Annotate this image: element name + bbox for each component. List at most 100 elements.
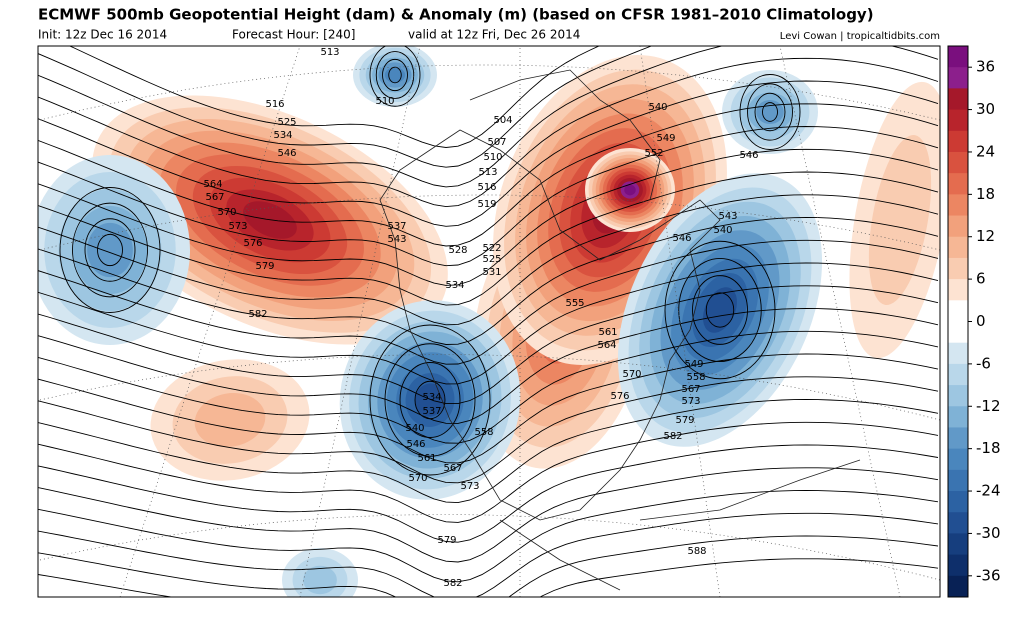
anomaly-blob — [868, 135, 932, 305]
contour-label: 561 — [417, 453, 436, 464]
contour-label: 558 — [474, 427, 493, 438]
height-contour — [754, 92, 786, 132]
colorbar-label: 18 — [976, 185, 995, 203]
contour-label: 513 — [320, 47, 339, 58]
height-contour — [38, 353, 939, 464]
colorbar-swatch — [948, 215, 968, 238]
contour-label: 543 — [387, 234, 406, 245]
contour-label: 534 — [445, 280, 464, 291]
height-contour — [38, 46, 939, 188]
height-contour — [399, 362, 461, 438]
colorbar-swatch — [948, 554, 968, 577]
contour-label: 567 — [205, 192, 224, 203]
init-time: Init: 12z Dec 16 2014 — [38, 28, 167, 42]
colorbar-swatch — [948, 491, 968, 513]
valid-time: valid at 12z Fri, Dec 26 2014 — [408, 28, 580, 42]
colorbar-swatch — [948, 279, 968, 301]
height-contour — [369, 324, 491, 476]
contour-label: 573 — [681, 396, 700, 407]
colorbar-label: -6 — [976, 354, 991, 372]
contour-label: 570 — [622, 369, 641, 380]
contour-label: 540 — [405, 423, 424, 434]
colorbar-swatch — [948, 363, 968, 386]
contour-label: 513 — [478, 167, 497, 178]
height-contour — [369, 46, 421, 107]
contour-label: 558 — [686, 372, 705, 383]
colorbar-swatch — [948, 300, 968, 322]
height-contour — [38, 46, 653, 168]
contour-label: 525 — [482, 254, 501, 265]
height-contour — [747, 83, 793, 141]
height-contour — [38, 194, 939, 326]
colorbar-swatch — [948, 385, 968, 407]
colorbar-swatch — [948, 88, 968, 111]
height-contour — [38, 103, 939, 247]
contour-label: 564 — [597, 340, 616, 351]
contour-label: 510 — [375, 96, 394, 107]
colorbar-swatch — [948, 342, 968, 365]
contour-label: 543 — [718, 211, 737, 222]
contour-label: 516 — [265, 99, 284, 110]
colorbar-label: 24 — [976, 142, 995, 160]
contour-label: 567 — [443, 463, 462, 474]
colorbar-swatch — [948, 469, 968, 492]
colorbar-swatch — [948, 173, 968, 195]
map: 513 510 516 525 534 546 564 567 570 573 576 579 582 5… — [38, 46, 940, 597]
colorbar-swatch — [948, 448, 968, 471]
height-contour — [38, 126, 939, 267]
contour-label: 576 — [610, 391, 629, 402]
contour-label: 579 — [437, 535, 456, 546]
height-contour — [68, 46, 601, 148]
contour-label: 570 — [408, 473, 427, 484]
title: ECMWF 500mb Geopotential Height (dam) & … — [38, 6, 874, 24]
contour-label: 540 — [648, 102, 667, 113]
height-contour — [38, 171, 939, 306]
height-contour — [97, 233, 123, 267]
height-contour — [382, 58, 408, 92]
height-contour — [692, 275, 748, 345]
colorbar-swatch — [948, 512, 968, 534]
contour-label: 531 — [482, 267, 501, 278]
anomaly-blob — [303, 565, 337, 595]
contour-label: 549 — [656, 133, 675, 144]
contour-label: 576 — [243, 238, 262, 249]
contour-label: 522 — [482, 243, 501, 254]
height-contours — [38, 46, 939, 597]
colorbar-label: 12 — [976, 227, 995, 245]
anomaly-blob — [87, 222, 133, 278]
contour-label: 570 — [217, 207, 236, 218]
height-contour — [38, 262, 939, 385]
height-contour — [38, 558, 939, 597]
forecast-hour: Forecast Hour: [240] — [232, 28, 355, 42]
contour-label: 510 — [483, 152, 502, 163]
contour-label: 582 — [663, 431, 682, 442]
height-contour — [705, 292, 735, 328]
colorbar-swatch — [948, 194, 968, 217]
contour-label: 546 — [406, 439, 425, 450]
height-contour — [388, 66, 402, 84]
contour-label: 573 — [228, 221, 247, 232]
height-contour — [38, 285, 939, 405]
anomaly-blob — [414, 383, 446, 417]
contour-label: 552 — [644, 148, 663, 159]
colorbar-swatch — [948, 67, 968, 89]
anomaly-blob — [756, 100, 784, 124]
height-contour — [678, 257, 762, 363]
anomaly-blob — [384, 67, 406, 83]
height-contour — [38, 490, 939, 583]
colorbar-label: -30 — [976, 524, 1001, 542]
height-contour — [84, 218, 136, 282]
contour-label: 546 — [277, 148, 296, 159]
height-contour — [414, 380, 446, 420]
contour-label: 525 — [277, 117, 296, 128]
colorbar-swatch — [948, 236, 968, 259]
height-contour — [59, 187, 161, 313]
height-contour — [38, 421, 939, 523]
colorbar: 36 30 24 18 12 6 0 -6 -12 -18 -24 -30 -36 — [947, 45, 1001, 598]
map-frame — [37, 45, 941, 598]
colorbar-swatch — [948, 109, 968, 132]
colorbar-swatch — [948, 46, 968, 68]
colorbar-label: -18 — [976, 439, 1001, 457]
contour-label: 507 — [487, 137, 506, 148]
